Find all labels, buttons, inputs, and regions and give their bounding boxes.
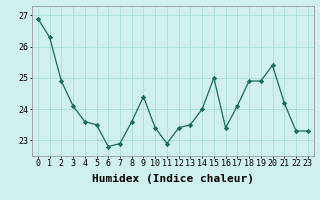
- X-axis label: Humidex (Indice chaleur): Humidex (Indice chaleur): [92, 174, 254, 184]
